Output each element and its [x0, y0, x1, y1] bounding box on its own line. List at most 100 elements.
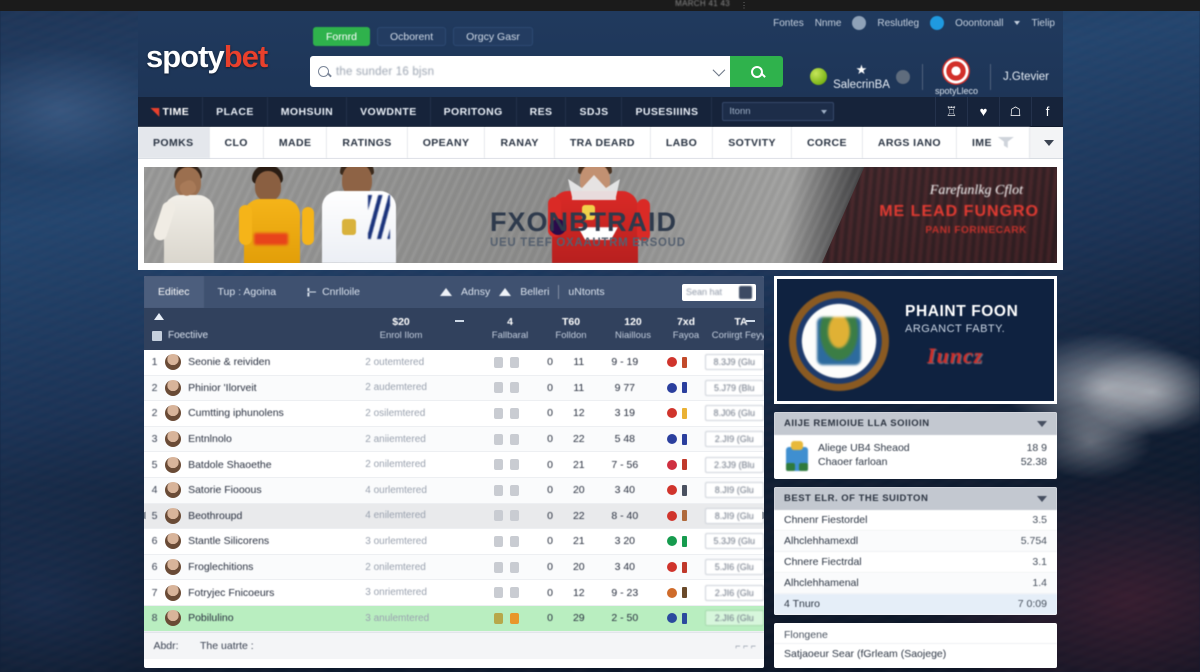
col-header-fayoa[interactable]: 7xd Fayoa — [660, 316, 712, 341]
user-icon[interactable]: ☖ — [999, 97, 1031, 126]
search-icon[interactable] — [739, 285, 752, 299]
col-header-folldon[interactable]: T60 Folldon — [540, 316, 602, 341]
row-odds-button[interactable]: 8.JI9 (Glu — [704, 507, 764, 524]
facebook-icon[interactable]: f — [1031, 97, 1063, 126]
col-header-enrol-ilom[interactable]: $20 Enrol Ilom — [366, 316, 436, 341]
os-strip-menu-icon[interactable]: ⋮ — [740, 1, 748, 10]
top-link-fontes[interactable]: Fontes — [773, 17, 804, 29]
table-row[interactable]: 5 Beothroupd 4 enilemtered 0 22 8 - 40 8.JI9 (… — [144, 503, 764, 530]
list-item[interactable]: Alhclehhamexdl 5.754 — [774, 531, 1057, 552]
tab-args-iano[interactable]: ARGS IANO — [862, 127, 957, 158]
col-header-fallbaral[interactable]: 4 Fallbaral — [479, 316, 541, 341]
list-item[interactable]: Chnere Fiectrdal 3.1 — [774, 552, 1057, 573]
table-row[interactable]: 8 Pobilulino 3 anulemtered 0 29 2 - 50 2.JI6 (… — [144, 605, 764, 632]
promo-banner[interactable]: FXONBTRAID UEU TEEF OXAAUTRM ERSOUD Fare… — [144, 167, 1057, 263]
nav-item-vowdnte[interactable]: VOWDNTE — [347, 97, 431, 126]
nav-item-res[interactable]: RES — [517, 97, 567, 126]
top-link-ooontonall[interactable]: Ooontonall — [955, 17, 1004, 29]
tab-made[interactable]: MADE — [263, 127, 328, 158]
nav-overflow-toggle[interactable] — [1030, 127, 1063, 158]
chevron-down-icon[interactable] — [1037, 495, 1047, 502]
row-odds-button[interactable]: 5.J79 (Blu — [704, 379, 764, 396]
site-logo[interactable]: spotybet — [146, 39, 268, 75]
col-header-niaillous[interactable]: 120 Niaillous — [600, 316, 666, 341]
row-odds-button[interactable]: 5.3J9 (Glu — [704, 533, 764, 550]
row-odds-button[interactable]: 8.3J9 (Glu — [704, 354, 764, 371]
list-item[interactable]: Alhclehhamenal 1.4 — [774, 573, 1057, 594]
scroll-right-arrow[interactable]: ▶ — [762, 510, 764, 521]
table-row[interactable]: 5 Batdole Shaoethe 2 onilemtered 0 21 7 - 56 2… — [144, 452, 764, 478]
toolbar-item-untonts[interactable]: uNtonts — [568, 286, 605, 298]
league-row[interactable]: Chaoer farloan 52.38 — [818, 455, 1047, 469]
trophy-icon[interactable]: ♖ — [935, 97, 967, 126]
sponsor-salecrinba[interactable]: ★ SalecrinBA — [810, 62, 910, 91]
table-row[interactable]: 6 Stantle Silicorens 3 ourlemtered 0 21 3 20 5… — [144, 529, 764, 555]
search-input[interactable]: the sunder 16 bjsn — [310, 56, 730, 87]
nav-item-pusesiiins[interactable]: PUSESIIINS — [622, 97, 713, 126]
pagination[interactable]: ⌐ ⌐ ⌐ — [735, 640, 756, 651]
tab-clo[interactable]: CLO — [209, 127, 264, 158]
list-item[interactable]: Chnenr Fiestordel 3.5 — [774, 510, 1057, 531]
col-header-coriirgt-feyys[interactable]: TA Coriirgt Feyys — [699, 316, 764, 341]
nav-item-poritong[interactable]: PORITONG — [431, 97, 517, 126]
nav-item-mohsuin[interactable]: MOHSUIN — [268, 97, 348, 126]
table-search-input[interactable]: Sean hat — [682, 283, 756, 301]
table-row[interactable]: 3 Entnlnolo 2 aniiemtered 0 22 5 48 2.JI9 (Glu — [144, 426, 764, 453]
row-odds-button[interactable]: 2.JI6 (Glu — [704, 584, 764, 601]
toolbar-tab-cnrlloile[interactable]: Cnrlloile — [290, 276, 374, 308]
row-odds-button[interactable]: 2.JI6 (Glu — [704, 610, 764, 627]
select-all-checkbox[interactable] — [152, 331, 162, 341]
table-row[interactable]: 7 Fotryjec Fnicoeurs 3 onriemtered 0 12 9 - 2… — [144, 580, 764, 606]
table-row[interactable]: 4 Satorie Fiooous 4 ourlemtered 0 20 3 40 8.JI… — [144, 477, 764, 504]
heart-icon[interactable]: ♥ — [967, 97, 999, 126]
sponsor-jgtevier[interactable]: J.Gtevier — [1003, 71, 1049, 83]
header-pill-games[interactable]: Orgcy Gasr — [453, 27, 533, 46]
top-link-reslutleg[interactable]: Reslutleg — [877, 17, 920, 29]
league-row[interactable]: Aliege UB4 Sheaod 18 9 — [818, 441, 1047, 455]
tab-ime[interactable]: IME — [956, 127, 1030, 158]
row-odds-button[interactable]: 8.J06 (Glu — [704, 405, 764, 422]
table-row[interactable]: 2 Phinior 'Ilorveit 2 audemtered 0 11 9 77 5.J… — [144, 375, 764, 402]
chevron-down-icon[interactable] — [1014, 21, 1021, 25]
card3-subtitle[interactable]: Satjaoeur Sear (fGrleam (Saojege) — [774, 643, 1057, 668]
row-odds-button[interactable]: 8.JI9 (Glu — [704, 482, 764, 499]
row-odds-button[interactable]: 2.JI9 (Glu — [704, 431, 764, 448]
row-odds-button[interactable]: 2.3J9 (Blu — [704, 456, 764, 473]
tab-labo[interactable]: LABO — [650, 127, 714, 158]
tab-ratings[interactable]: RATINGS — [327, 127, 408, 158]
banner-promo-panel[interactable] — [822, 167, 1057, 263]
tab-ranay[interactable]: RANAY — [485, 127, 555, 158]
tab-opeany[interactable]: OPEANY — [407, 127, 486, 158]
card-header-best[interactable]: BEST ELR. OF THE SUIDTON — [774, 487, 1057, 510]
funnel-icon[interactable] — [997, 137, 1014, 148]
top-link-tielip[interactable]: Tielip — [1031, 17, 1055, 29]
row-odds-button[interactable]: 5.JI6 (Glu — [704, 559, 764, 576]
toolbar-item-belleri[interactable]: Belleri — [520, 286, 550, 298]
toolbar-tab-editiec[interactable]: Editiec — [144, 276, 204, 308]
header-pill-sports[interactable]: Fornrd — [313, 27, 370, 46]
table-row[interactable]: 2 Cumtting iphunolens 2 osilemtered 0 12 3 19… — [144, 401, 764, 427]
toolbar-item-adnsy[interactable]: Adnsy — [461, 286, 491, 298]
table-row[interactable]: 1 Seonie & reividen 2 outemtered 0 11 9 - 19 8… — [144, 350, 764, 376]
chevron-down-icon[interactable] — [1037, 420, 1047, 427]
table-row[interactable]: 6 Froglechitions 2 onilemtered 0 20 3 40 5.JI6… — [144, 554, 764, 581]
chevron-down-icon[interactable] — [712, 63, 726, 77]
list-item[interactable]: 4 Tnuro 7 0:09 — [774, 594, 1057, 615]
tab-tra-deard[interactable]: TRA DEARD — [554, 127, 651, 158]
tab-corce[interactable]: CORCE — [791, 127, 863, 158]
card-header-league[interactable]: AIIJE REMIOIUE LLA SOIIOIN — [774, 412, 1057, 435]
header-pill-casino[interactable]: Ocborent — [376, 27, 447, 46]
tab-pomks[interactable]: POMKS — [138, 127, 210, 158]
nav-item-sdjs[interactable]: SDJS — [566, 97, 623, 126]
search-button[interactable] — [730, 56, 783, 87]
nav-item-place[interactable]: PLACE — [203, 97, 268, 126]
tab-sotvity[interactable]: SOTVITY — [713, 127, 792, 158]
nav-item-time[interactable]: ◥ TIME — [138, 97, 204, 126]
sidebar-ad[interactable]: PHAINT FOON ARGANCT FABTY. Iuncz — [774, 276, 1057, 404]
nav-select[interactable]: Itonn — [722, 102, 835, 121]
scroll-left-arrow[interactable]: ◀ — [144, 510, 146, 521]
toolbar-tab-tup-agoina[interactable]: Tup : Agoina — [217, 286, 277, 298]
sponsor-spotylleco[interactable]: spotyLleco — [935, 57, 978, 96]
sort-asc-icon[interactable] — [154, 313, 164, 320]
top-link-nnme[interactable]: Nnme — [814, 17, 842, 29]
